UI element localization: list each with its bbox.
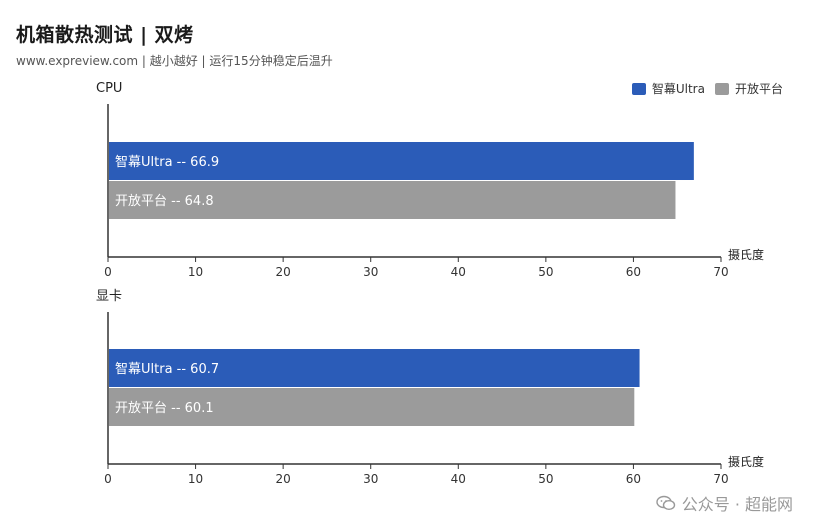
x-axis-label: 摄氏度 xyxy=(728,247,764,262)
x-tick-label: 30 xyxy=(363,472,378,486)
bar xyxy=(109,388,635,426)
wechat-icon xyxy=(656,495,675,511)
x-tick-label: 0 xyxy=(104,472,112,486)
bar-data-label: 智幕Ultra -- 66.9 xyxy=(115,155,219,170)
legend-label-open: 开放平台 xyxy=(734,82,783,96)
bar-data-label: 开放平台 -- 64.8 xyxy=(115,194,214,209)
watermark: 公众号 · 超能网 xyxy=(656,491,793,515)
bar xyxy=(109,181,676,219)
x-tick-label: 40 xyxy=(451,472,466,486)
x-tick-label: 20 xyxy=(276,265,291,279)
chart-subtitle: www.expreview.com | 越小越好 | 运行15分钟稳定后温升 xyxy=(16,54,333,68)
legend-swatch-open xyxy=(714,82,729,95)
bar-data-label: 智幕Ultra -- 60.7 xyxy=(115,362,219,377)
panel-title: 显卡 xyxy=(96,289,122,304)
watermark-text: 公众号 · 超能网 xyxy=(681,495,793,514)
x-tick-label: 60 xyxy=(626,472,641,486)
x-tick-label: 50 xyxy=(538,265,553,279)
legend: 智幕Ultra 开放平台 xyxy=(631,80,783,97)
bar xyxy=(109,142,694,180)
x-axis-label: 摄氏度 xyxy=(728,454,764,469)
bar-data-label: 开放平台 -- 60.1 xyxy=(115,401,214,416)
panel-title: CPU xyxy=(96,81,122,96)
chart-title: 机箱散热测试 | 双烤 xyxy=(16,24,194,46)
x-tick-label: 70 xyxy=(713,472,728,486)
x-tick-label: 30 xyxy=(363,265,378,279)
x-tick-label: 10 xyxy=(188,265,203,279)
x-tick-label: 10 xyxy=(188,472,203,486)
x-tick-label: 20 xyxy=(276,472,291,486)
bar xyxy=(109,349,640,387)
legend-item-ultra: 智幕Ultra xyxy=(631,80,705,97)
x-tick-label: 70 xyxy=(713,265,728,279)
legend-label-ultra: 智幕Ultra xyxy=(651,82,705,96)
legend-item-open: 开放平台 xyxy=(714,80,783,97)
x-tick-label: 60 xyxy=(626,265,641,279)
x-tick-label: 50 xyxy=(538,472,553,486)
legend-swatch-ultra xyxy=(631,82,646,95)
x-tick-label: 0 xyxy=(104,265,112,279)
x-tick-label: 40 xyxy=(451,265,466,279)
